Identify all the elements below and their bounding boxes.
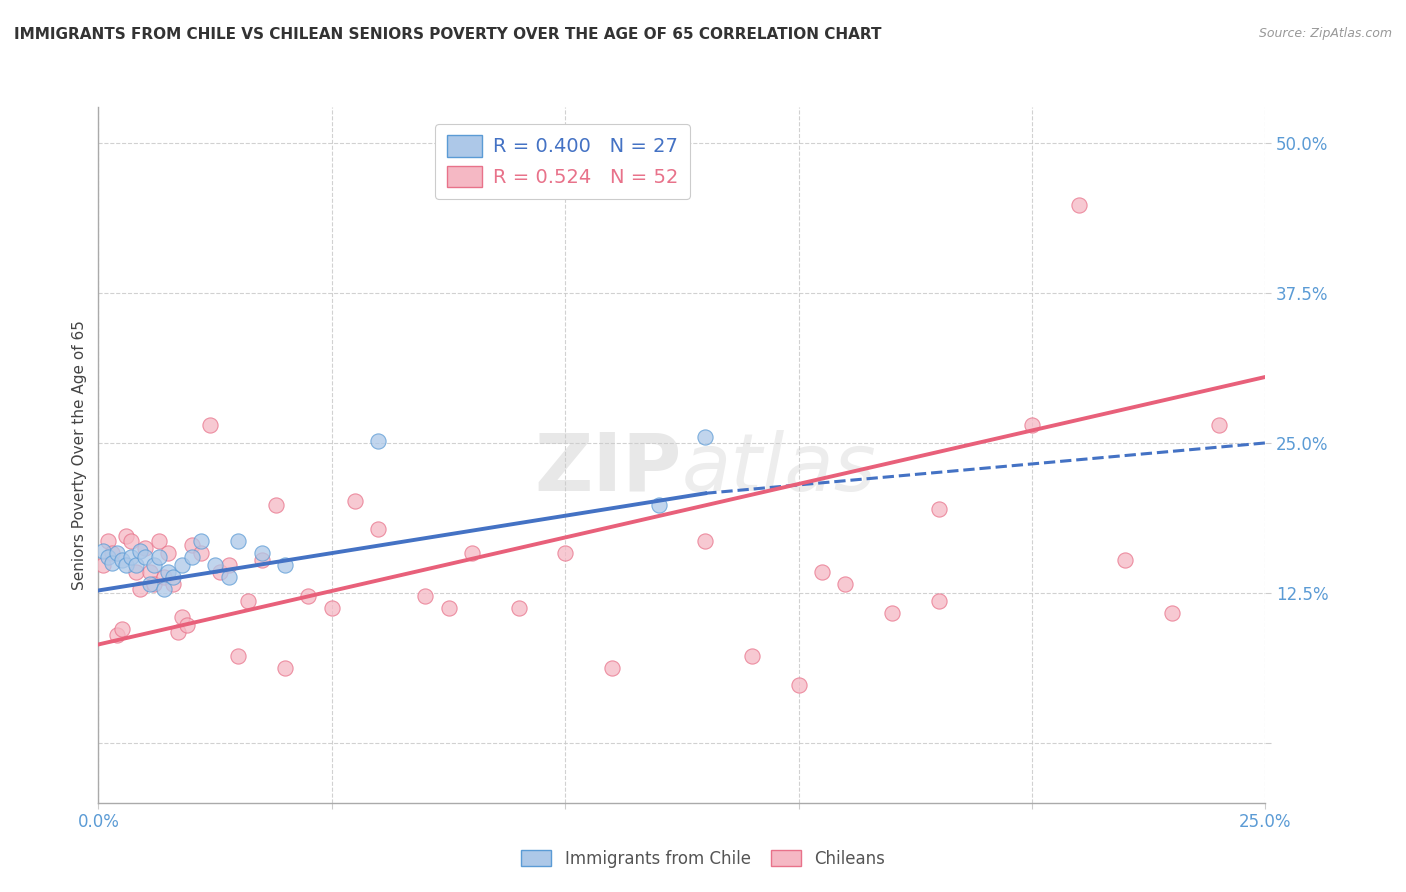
Text: atlas: atlas	[682, 430, 877, 508]
Point	[274, 558, 297, 573]
Point	[928, 594, 950, 608]
Point	[105, 546, 128, 560]
Point	[111, 622, 134, 636]
Point	[554, 546, 576, 560]
Point	[461, 546, 484, 560]
Point	[172, 610, 194, 624]
Y-axis label: Seniors Poverty Over the Age of 65: Seniors Poverty Over the Age of 65	[72, 320, 87, 590]
Point	[97, 549, 120, 564]
Point	[344, 493, 367, 508]
Point	[218, 570, 240, 584]
Point	[148, 549, 170, 564]
Point	[1067, 198, 1090, 212]
Point	[148, 534, 170, 549]
Point	[101, 546, 124, 560]
Point	[180, 538, 202, 552]
Point	[139, 566, 162, 580]
Point	[129, 544, 152, 558]
Point	[811, 566, 834, 580]
Point	[101, 556, 124, 570]
Point	[120, 534, 142, 549]
Point	[115, 529, 138, 543]
Point	[695, 534, 717, 549]
Point	[264, 498, 287, 512]
Point	[143, 558, 166, 573]
Point	[111, 553, 134, 567]
Point	[208, 566, 231, 580]
Point	[180, 549, 202, 564]
Point	[190, 546, 212, 560]
Point	[125, 558, 148, 573]
Point	[172, 558, 194, 573]
Point	[787, 678, 810, 692]
Point	[139, 577, 162, 591]
Point	[134, 549, 156, 564]
Point	[204, 558, 226, 573]
Point	[1021, 417, 1043, 432]
Point	[218, 558, 240, 573]
Point	[157, 566, 180, 580]
Point	[321, 601, 343, 615]
Point	[250, 553, 273, 567]
Point	[125, 566, 148, 580]
Point	[162, 570, 184, 584]
Point	[143, 577, 166, 591]
Point	[228, 649, 250, 664]
Text: IMMIGRANTS FROM CHILE VS CHILEAN SENIORS POVERTY OVER THE AGE OF 65 CORRELATION : IMMIGRANTS FROM CHILE VS CHILEAN SENIORS…	[14, 27, 882, 42]
Legend: R = 0.400   N = 27, R = 0.524   N = 52: R = 0.400 N = 27, R = 0.524 N = 52	[434, 124, 690, 199]
Point	[695, 430, 717, 444]
Point	[928, 502, 950, 516]
Point	[1114, 553, 1136, 567]
Point	[152, 582, 174, 597]
Point	[880, 607, 903, 621]
Point	[176, 618, 198, 632]
Point	[200, 417, 222, 432]
Point	[413, 590, 436, 604]
Point	[166, 625, 188, 640]
Point	[91, 544, 114, 558]
Point	[250, 546, 273, 560]
Legend: Immigrants from Chile, Chileans: Immigrants from Chile, Chileans	[515, 844, 891, 875]
Point	[115, 558, 138, 573]
Point	[97, 534, 120, 549]
Point	[152, 570, 174, 584]
Point	[508, 601, 530, 615]
Point	[1208, 417, 1230, 432]
Point	[236, 594, 259, 608]
Point	[129, 582, 152, 597]
Point	[134, 541, 156, 556]
Point	[367, 522, 389, 536]
Point	[91, 558, 114, 573]
Point	[297, 590, 319, 604]
Point	[367, 434, 389, 448]
Point	[600, 661, 623, 675]
Point	[274, 661, 297, 675]
Point	[157, 546, 180, 560]
Point	[228, 534, 250, 549]
Point	[834, 577, 856, 591]
Point	[105, 628, 128, 642]
Point	[1161, 607, 1184, 621]
Text: ZIP: ZIP	[534, 430, 682, 508]
Point	[120, 549, 142, 564]
Point	[437, 601, 460, 615]
Point	[647, 498, 669, 512]
Text: Source: ZipAtlas.com: Source: ZipAtlas.com	[1258, 27, 1392, 40]
Point	[741, 649, 763, 664]
Point	[190, 534, 212, 549]
Point	[162, 577, 184, 591]
